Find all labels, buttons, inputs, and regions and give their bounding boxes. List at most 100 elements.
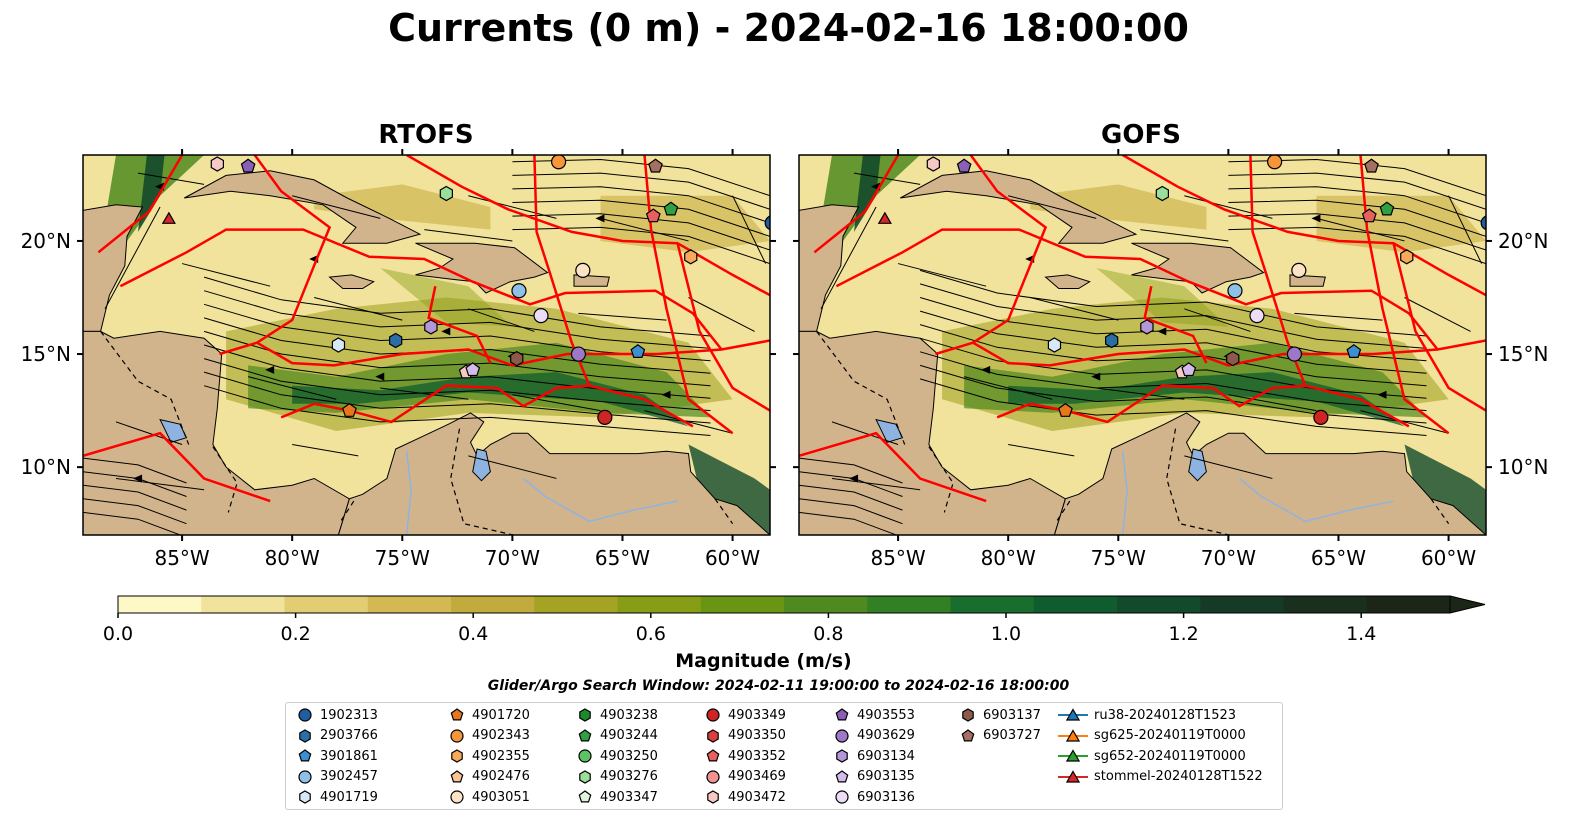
legend-item: 3902457 [296, 767, 378, 787]
streamline [820, 206, 877, 310]
legend-label: 6903135 [857, 769, 915, 784]
marker-6903135 [465, 362, 481, 377]
marker-3901861 [630, 344, 646, 358]
streamline [1228, 394, 1317, 412]
legend-label: 4903244 [600, 728, 658, 743]
marker-6903136 [1249, 307, 1265, 324]
legend-marker-icon [578, 790, 592, 803]
legend-label: 4903629 [857, 728, 915, 743]
legend-item: 4903051 [448, 787, 530, 807]
country-border [816, 331, 906, 445]
streamline [853, 172, 921, 185]
legend-label: 2903766 [320, 728, 378, 743]
legend-item: 6903137 [959, 705, 1041, 725]
legend-marker-icon [1058, 728, 1088, 742]
river [1238, 477, 1394, 523]
legend-label: 4903051 [472, 789, 530, 805]
streamline-arrow [595, 214, 605, 223]
map-frame [82, 154, 771, 536]
streamline [181, 263, 271, 287]
legend-marker-icon [1058, 708, 1088, 721]
streamline [799, 511, 898, 535]
colorbar-segment [1366, 596, 1451, 613]
streamline [1404, 297, 1471, 332]
legend-marker-icon [1058, 769, 1088, 783]
legend-label: sg625-20240119T0000 [1094, 728, 1246, 743]
legend-circle-icon [835, 728, 849, 743]
legend-item: 4901720 [448, 705, 530, 725]
streamline [919, 364, 1427, 424]
colorbar-segment [1033, 596, 1118, 613]
streamline [292, 195, 381, 219]
legend-label: sg652-20240119T0000 [1094, 748, 1246, 764]
streamline [115, 477, 205, 491]
legend-label: 4903238 [600, 707, 658, 723]
legend-label: 4903472 [728, 789, 786, 805]
streamline-arrow [133, 474, 143, 483]
legend-triangle-icon [1065, 769, 1081, 783]
marker-3901861 [1346, 344, 1362, 358]
lon-label: 65°W [595, 546, 650, 570]
eez-boundary [969, 155, 1048, 344]
eez-boundary [219, 339, 770, 367]
colorbar-segment [1117, 596, 1201, 613]
colorbar-tick-label: 1.4 [1346, 623, 1376, 645]
streamline [600, 217, 689, 242]
streamline [1184, 195, 1273, 219]
lon-label: 85°W [870, 546, 925, 570]
marker-6903727 [648, 158, 663, 173]
marker-4901719 [1047, 337, 1062, 353]
streamline [203, 385, 711, 436]
streamline [292, 444, 359, 457]
legend-circle-icon [835, 790, 849, 804]
streamline [468, 308, 535, 332]
legend-label: 3902457 [320, 769, 378, 784]
marker-4902355 [1400, 249, 1414, 265]
eez-boundary [119, 228, 723, 351]
legend-triangle-icon [1065, 708, 1081, 721]
marker-4902343 [551, 155, 567, 170]
legend-marker-icon [298, 708, 312, 722]
streamline [831, 477, 921, 491]
streamline [83, 484, 187, 511]
legend-item: 4902476 [448, 767, 530, 787]
eez-boundary [813, 155, 900, 254]
eez-boundary [935, 339, 1486, 367]
legend-label: 4902343 [472, 728, 530, 743]
lat-label: 20°N [1498, 229, 1548, 253]
streamline [83, 511, 182, 535]
legend-marker-icon [579, 708, 591, 722]
marker-4903244 [1379, 201, 1395, 216]
marker-4903352 [645, 208, 661, 223]
colorbar-label: Magnitude (m/s) [675, 650, 852, 672]
streamline [799, 484, 903, 511]
streamline [1228, 199, 1486, 237]
land-cuba [900, 170, 1138, 244]
legend-marker-icon [578, 728, 592, 741]
marker-4903051 [1291, 262, 1307, 278]
lon-label: 70°W [485, 546, 540, 570]
streamline [919, 378, 1427, 436]
lat-label: 10°N [21, 455, 71, 479]
legend-item: 4903250 [576, 746, 658, 766]
eez-boundary [97, 155, 184, 254]
streamline [919, 283, 1427, 349]
legend-marker-icon [835, 708, 849, 721]
legend-item: 4903553 [833, 705, 915, 725]
current-magnitude-band [600, 195, 770, 253]
colorbar-tick-label: 0.2 [280, 623, 310, 645]
legend-circle-icon [578, 749, 592, 763]
legend-triangle-icon [1065, 728, 1081, 742]
legend-item: 4903349 [704, 705, 786, 725]
lon-label: 75°W [1091, 546, 1146, 570]
country-border [1166, 428, 1233, 535]
streamline [83, 498, 187, 525]
legend-item: ru38-20240128T1523 [1058, 705, 1236, 725]
colorbar-segment [617, 596, 702, 613]
streamline [1184, 455, 1273, 479]
streamline-arrow [1377, 390, 1387, 399]
legend-hexagon-icon [836, 749, 848, 763]
lat-label: 10°N [1498, 455, 1548, 479]
legend-marker-icon [707, 728, 719, 743]
land-cuba [184, 170, 422, 244]
